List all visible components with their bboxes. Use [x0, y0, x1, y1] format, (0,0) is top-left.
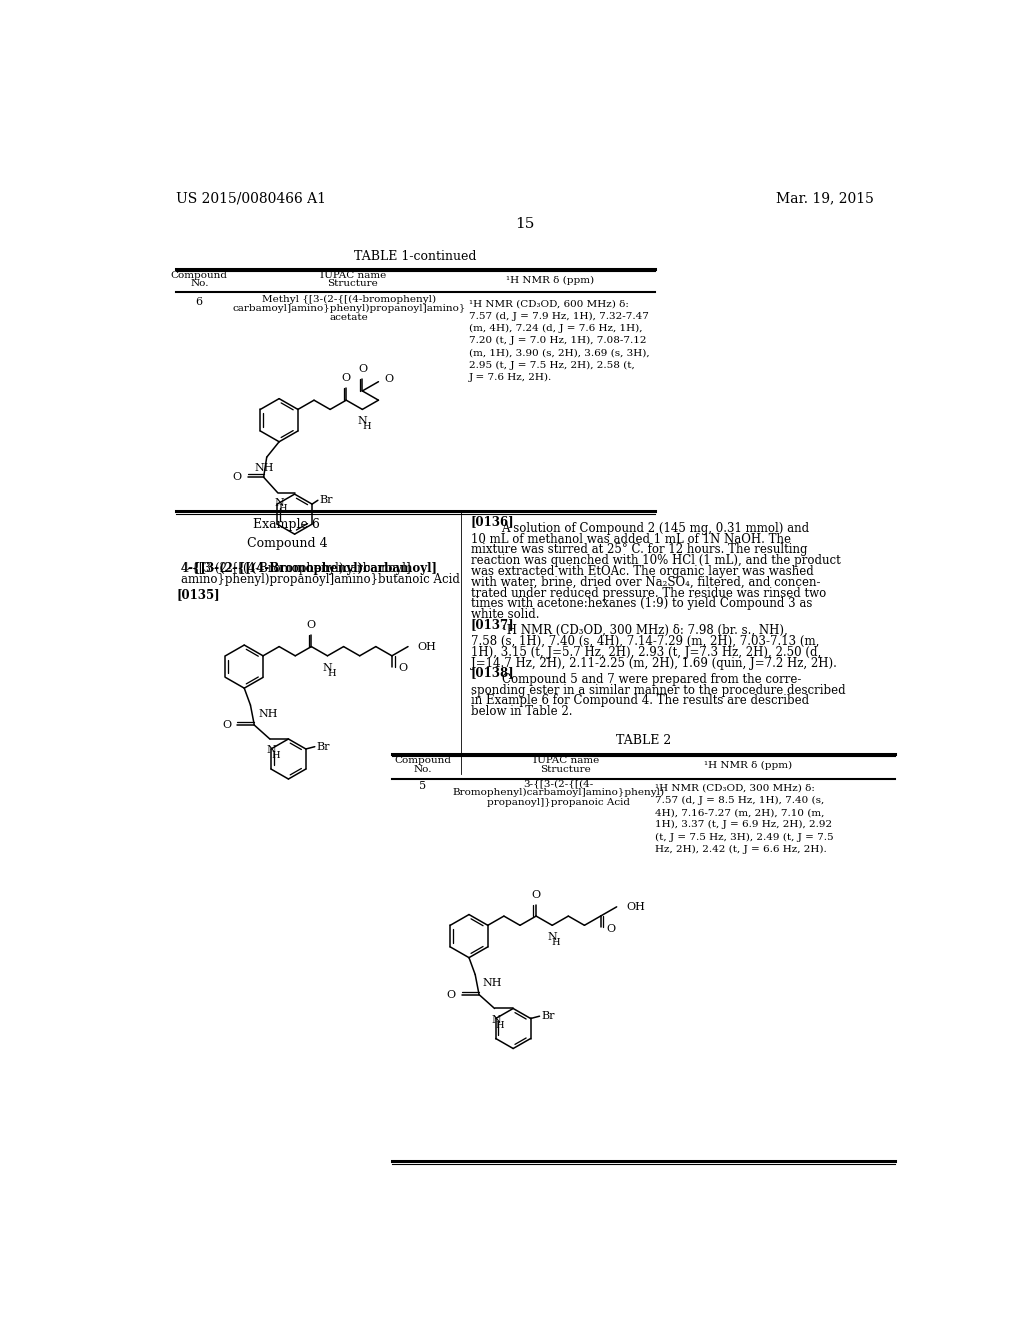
Text: below in Table 2.: below in Table 2. [471, 705, 572, 718]
Text: carbamoyl]amino}phenyl)propanoyl]amino}: carbamoyl]amino}phenyl)propanoyl]amino} [232, 304, 466, 313]
Text: reaction was quenched with 10% HCl (1 mL), and the product: reaction was quenched with 10% HCl (1 mL… [471, 554, 841, 568]
Text: 7.58 (s, 1H), 7.40 (s, 4H), 7.14-7.29 (m, 2H), 7.03-7.13 (m,: 7.58 (s, 1H), 7.40 (s, 4H), 7.14-7.29 (m… [471, 635, 819, 648]
Text: US 2015/0080466 A1: US 2015/0080466 A1 [176, 191, 326, 206]
Text: IUPAC name: IUPAC name [319, 271, 386, 280]
Text: Br: Br [316, 742, 330, 751]
Text: No.: No. [414, 764, 432, 774]
Text: O: O [531, 890, 541, 900]
Text: O: O [358, 363, 368, 374]
Text: 4-{[3-(2-{[(4-Bromophenyl)carbamoyl]: 4-{[3-(2-{[(4-Bromophenyl)carbamoyl] [180, 561, 412, 574]
Text: N: N [323, 663, 333, 673]
Text: Compound 4: Compound 4 [247, 537, 328, 550]
Text: TABLE 1-continued: TABLE 1-continued [353, 249, 476, 263]
Text: O: O [307, 620, 316, 630]
Text: TABLE 2: TABLE 2 [615, 734, 671, 747]
Text: propanoyl]}propanoic Acid: propanoyl]}propanoic Acid [486, 797, 630, 807]
Text: O: O [342, 372, 351, 383]
Text: [0136]: [0136] [471, 515, 514, 528]
Text: 15: 15 [515, 216, 535, 231]
Text: OH: OH [626, 902, 645, 912]
Text: H: H [327, 669, 336, 678]
Text: J=14.7 Hz, 2H), 2.11-2.25 (m, 2H), 1.69 (quin, J=7.2 Hz, 2H).: J=14.7 Hz, 2H), 2.11-2.25 (m, 2H), 1.69 … [471, 656, 837, 669]
Text: mixture was stirred at 25° C. for 12 hours. The resulting: mixture was stirred at 25° C. for 12 hou… [471, 544, 807, 557]
Text: NH: NH [255, 462, 274, 473]
Text: A solution of Compound 2 (145 mg, 0.31 mmol) and: A solution of Compound 2 (145 mg, 0.31 m… [502, 521, 810, 535]
Text: white solid.: white solid. [471, 609, 539, 622]
Text: NH: NH [483, 978, 503, 989]
Text: H: H [279, 504, 288, 513]
Text: H: H [271, 751, 280, 760]
Text: with water, brine, dried over Na₂SO₄, filtered, and concen-: with water, brine, dried over Na₂SO₄, fi… [471, 576, 820, 589]
Text: Bromophenyl)carbamoyl]amino}phenyl): Bromophenyl)carbamoyl]amino}phenyl) [452, 788, 665, 797]
Text: 5: 5 [419, 781, 426, 791]
Text: O: O [222, 721, 231, 730]
Text: H: H [496, 1020, 504, 1030]
Text: ¹H NMR (CD₃OD, 600 MHz) δ:
7.57 (d, J = 7.9 Hz, 1H), 7.32-7.47
(m, 4H), 7.24 (d,: ¹H NMR (CD₃OD, 600 MHz) δ: 7.57 (d, J = … [469, 300, 649, 381]
Text: No.: No. [190, 280, 209, 288]
Text: O: O [446, 990, 456, 999]
Text: IUPAC name: IUPAC name [532, 756, 599, 766]
Text: Compound: Compound [171, 271, 227, 280]
Text: times with acetone:hexanes (1:9) to yield Compound 3 as: times with acetone:hexanes (1:9) to yiel… [471, 598, 812, 610]
Text: N: N [492, 1015, 501, 1024]
Text: ¹H NMR (CD₃OD, 300 MHz) δ:
7.57 (d, J = 8.5 Hz, 1H), 7.40 (s,
4H), 7.16-7.27 (m,: ¹H NMR (CD₃OD, 300 MHz) δ: 7.57 (d, J = … [655, 784, 834, 854]
Text: H: H [552, 939, 560, 948]
Text: O: O [398, 664, 408, 673]
Text: [0137]: [0137] [471, 618, 514, 631]
Text: 6: 6 [196, 297, 203, 306]
Text: Structure: Structure [541, 764, 591, 774]
Text: Br: Br [319, 495, 333, 506]
Text: N: N [266, 744, 276, 755]
Text: [0135]: [0135] [176, 589, 220, 602]
Text: Compound: Compound [394, 756, 451, 766]
Text: O: O [607, 924, 615, 933]
Text: 4: 4 [180, 561, 188, 574]
Text: OH: OH [418, 642, 436, 652]
Text: Br: Br [541, 1011, 555, 1022]
Text: Structure: Structure [328, 280, 378, 288]
Text: 10 mL of methanol was added 1 mL of 1N NaOH. The: 10 mL of methanol was added 1 mL of 1N N… [471, 533, 791, 545]
Text: in Example 6 for Compound 4. The results are described: in Example 6 for Compound 4. The results… [471, 694, 809, 708]
Text: O: O [385, 374, 394, 384]
Text: was extracted with EtOAc. The organic layer was washed: was extracted with EtOAc. The organic la… [471, 565, 813, 578]
Text: ¹H NMR δ (ppm): ¹H NMR δ (ppm) [506, 276, 595, 285]
Text: trated under reduced pressure. The residue was rinsed two: trated under reduced pressure. The resid… [471, 586, 825, 599]
Text: [0138]: [0138] [471, 667, 514, 680]
Text: H: H [361, 422, 371, 430]
Text: Mar. 19, 2015: Mar. 19, 2015 [775, 191, 873, 206]
Text: acetate: acetate [330, 313, 369, 322]
Text: N: N [274, 498, 284, 508]
Text: Compound 5 and 7 were prepared from the corre-: Compound 5 and 7 were prepared from the … [502, 673, 801, 686]
Text: 1H), 3.15 (t, J=5.7 Hz, 2H), 2.93 (t, J=7.3 Hz, 2H), 2.50 (d,: 1H), 3.15 (t, J=5.7 Hz, 2H), 2.93 (t, J=… [471, 645, 821, 659]
Text: O: O [232, 473, 242, 482]
Text: Methyl {[3-(2-{[(4-bromophenyl): Methyl {[3-(2-{[(4-bromophenyl) [262, 294, 436, 304]
Text: N: N [357, 416, 368, 425]
Text: N: N [548, 932, 557, 942]
Text: ¹H NMR (CD₃OD, 300 MHz) δ: 7.98 (br. s., NH),: ¹H NMR (CD₃OD, 300 MHz) δ: 7.98 (br. s.,… [502, 624, 787, 638]
Text: sponding ester in a similar manner to the procedure described: sponding ester in a similar manner to th… [471, 684, 845, 697]
Text: NH: NH [258, 709, 278, 719]
Text: Example 6: Example 6 [253, 517, 321, 531]
Text: 3-{[3-(2-{[(4-: 3-{[3-(2-{[(4- [523, 779, 593, 788]
Text: ¹H NMR δ (ppm): ¹H NMR δ (ppm) [703, 760, 792, 770]
Text: 4-{[3-(2-{[(4-Bromophenyl)carbamoyl]: 4-{[3-(2-{[(4-Bromophenyl)carbamoyl] [180, 561, 437, 574]
Text: amino}phenyl)propanoyl]amino}butanoic Acid: amino}phenyl)propanoyl]amino}butanoic Ac… [180, 573, 460, 586]
